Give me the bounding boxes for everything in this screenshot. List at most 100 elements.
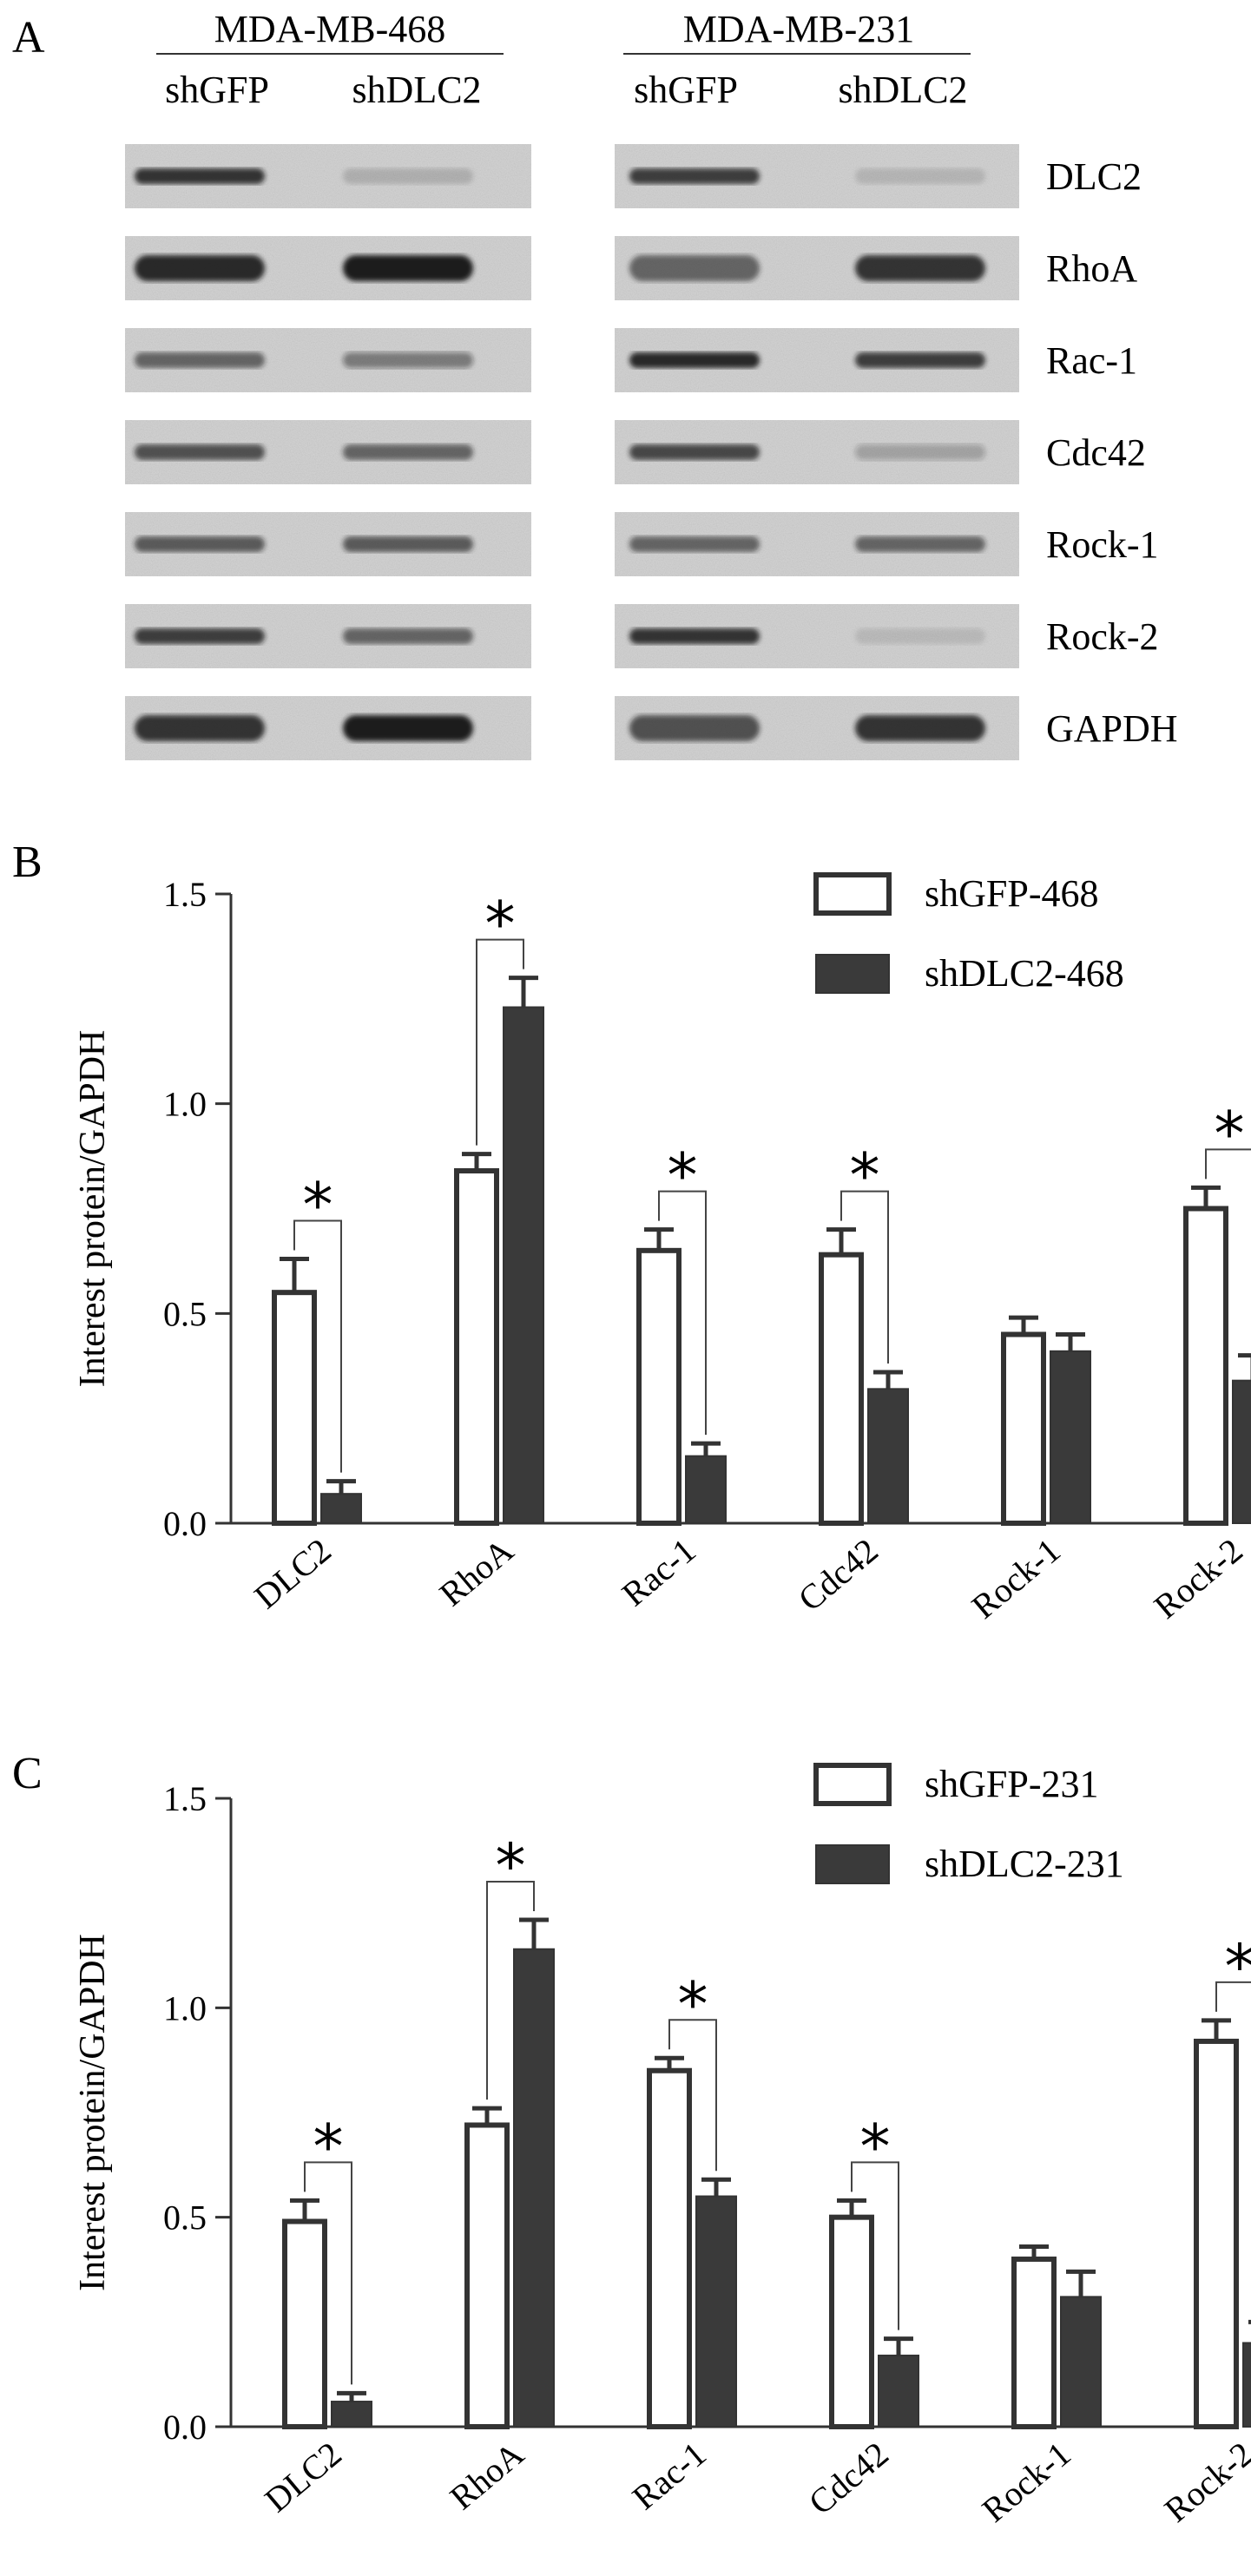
y-tick-label: 1.5 <box>163 875 207 914</box>
bar-shGFP-231 <box>1011 2256 1057 2430</box>
bar-shDLC2-468 <box>1232 1379 1251 1524</box>
blot-strip <box>125 512 531 576</box>
bar-shGFP-468 <box>636 1247 681 1527</box>
protein-band <box>629 352 760 368</box>
legend: shGFP-468 shDLC2-468 <box>813 872 1124 995</box>
panel-letter-a: A <box>12 13 45 62</box>
protein-label: RhoA <box>1046 247 1137 290</box>
y-tick-label: 0.5 <box>163 2198 207 2238</box>
bar-chart-231: C 0.0 0.5 1.0 1.5 Interest protein/GAPDH * DLC… <box>12 1749 1251 2530</box>
significance-bracket <box>1215 1981 1251 2012</box>
protein-band <box>343 255 473 281</box>
bar-shDLC2-231 <box>1242 2342 1251 2428</box>
panel-letter-c: C <box>12 1749 43 1798</box>
significance-star: * <box>1225 1931 1251 2002</box>
legend-swatch-open <box>813 1763 892 1806</box>
x-category-label: Rac-1 <box>625 2434 714 2517</box>
bar-shGFP-231 <box>829 2214 874 2430</box>
condition-label: shGFP <box>165 69 269 111</box>
protein-band <box>343 352 473 368</box>
protein-band <box>855 536 985 552</box>
significance-star: * <box>485 889 516 960</box>
bar-shDLC2-468 <box>320 1493 362 1524</box>
x-category-label: DLC2 <box>247 1530 339 1616</box>
protein-band <box>629 628 760 644</box>
significance-star: * <box>668 1140 698 1212</box>
blot-strip <box>615 236 1019 300</box>
significance-star: * <box>303 1170 333 1241</box>
significance-bracket <box>476 938 524 1146</box>
x-category-label: Rock-2 <box>1157 2434 1251 2529</box>
legend-swatch-open <box>813 872 892 916</box>
protein-band <box>343 168 473 184</box>
x-category-label: RhoA <box>432 1530 521 1613</box>
bar-shGFP-468 <box>1001 1331 1046 1526</box>
bar-chart-468: B 0.0 0.5 1.0 1.5 Interest protein/GAPDH * DLC… <box>12 838 1251 1626</box>
protein-label: Rac-1 <box>1046 339 1137 382</box>
protein-band <box>135 168 265 184</box>
bar-shDLC2-468 <box>685 1455 727 1524</box>
blot-strip <box>125 696 531 760</box>
protein-band <box>135 352 265 368</box>
protein-band <box>855 628 985 644</box>
protein-band <box>855 168 985 184</box>
x-category-label: Rac-1 <box>615 1530 703 1613</box>
bar-shDLC2-468 <box>503 1006 544 1524</box>
significance-star: * <box>860 2111 891 2182</box>
significance-bracket <box>851 2161 899 2330</box>
legend-swatch-filled <box>815 954 890 994</box>
protein-band <box>343 536 473 552</box>
protein-band <box>343 444 473 460</box>
protein-band <box>135 715 265 741</box>
cell-line-label: MDA-MB-231 <box>683 8 914 50</box>
bar-shDLC2-231 <box>1060 2296 1102 2428</box>
bar-shDLC2-468 <box>1050 1350 1091 1525</box>
blot-strip <box>125 328 531 392</box>
legend: shGFP-231 shDLC2-231 <box>813 1763 1124 1885</box>
significance-bracket <box>486 1880 535 2100</box>
bar-shGFP-468 <box>272 1290 317 1526</box>
y-axis-label: Interest protein/GAPDH <box>73 1934 113 2291</box>
bar-shGFP-468 <box>454 1168 499 1526</box>
condition-label: shDLC2 <box>838 69 967 111</box>
blot-strip <box>125 144 531 208</box>
y-tick-label: 1.0 <box>163 1085 207 1124</box>
bar-shDLC2-231 <box>331 2401 372 2428</box>
y-tick-label: 0.5 <box>163 1294 207 1333</box>
bar-shGFP-231 <box>464 2122 510 2429</box>
protein-band <box>135 628 265 644</box>
blot-strip <box>615 512 1019 576</box>
protein-band <box>343 628 473 644</box>
protein-band <box>855 255 985 281</box>
bar-shDLC2-231 <box>513 1948 555 2428</box>
blot-strip <box>615 604 1019 668</box>
y-axis-label: Interest protein/GAPDH <box>73 1030 113 1388</box>
protein-label: Rock-1 <box>1046 523 1159 566</box>
panel-letter-b: B <box>12 838 43 887</box>
y-tick-label: 1.0 <box>163 1988 207 2027</box>
y-tick-label: 0.0 <box>163 2408 207 2447</box>
blot-strip <box>125 604 531 668</box>
x-category-label: Rock-1 <box>975 2434 1078 2529</box>
significance-star: * <box>1215 1098 1245 1169</box>
protein-label: GAPDH <box>1046 707 1178 750</box>
blot-strip <box>125 420 531 484</box>
protein-band <box>135 536 265 552</box>
protein-label: Rock-2 <box>1046 615 1159 658</box>
bar-shDLC2-468 <box>867 1388 909 1525</box>
bar-shGFP-468 <box>819 1252 864 1526</box>
condition-label: shDLC2 <box>352 69 481 111</box>
protein-band <box>855 715 985 741</box>
cell-line-label: MDA-MB-468 <box>214 8 445 50</box>
legend-label: shDLC2-468 <box>925 952 1124 995</box>
bar-shGFP-468 <box>1183 1206 1228 1526</box>
x-category-label: Cdc42 <box>801 2434 896 2522</box>
protein-band <box>629 715 760 741</box>
blot-strip <box>615 420 1019 484</box>
protein-band <box>135 255 265 281</box>
legend-label: shGFP-468 <box>925 872 1099 915</box>
protein-label: Cdc42 <box>1046 431 1146 474</box>
y-tick-label: 0.0 <box>163 1504 207 1543</box>
protein-band <box>629 536 760 552</box>
legend-label: shGFP-231 <box>925 1763 1099 1805</box>
